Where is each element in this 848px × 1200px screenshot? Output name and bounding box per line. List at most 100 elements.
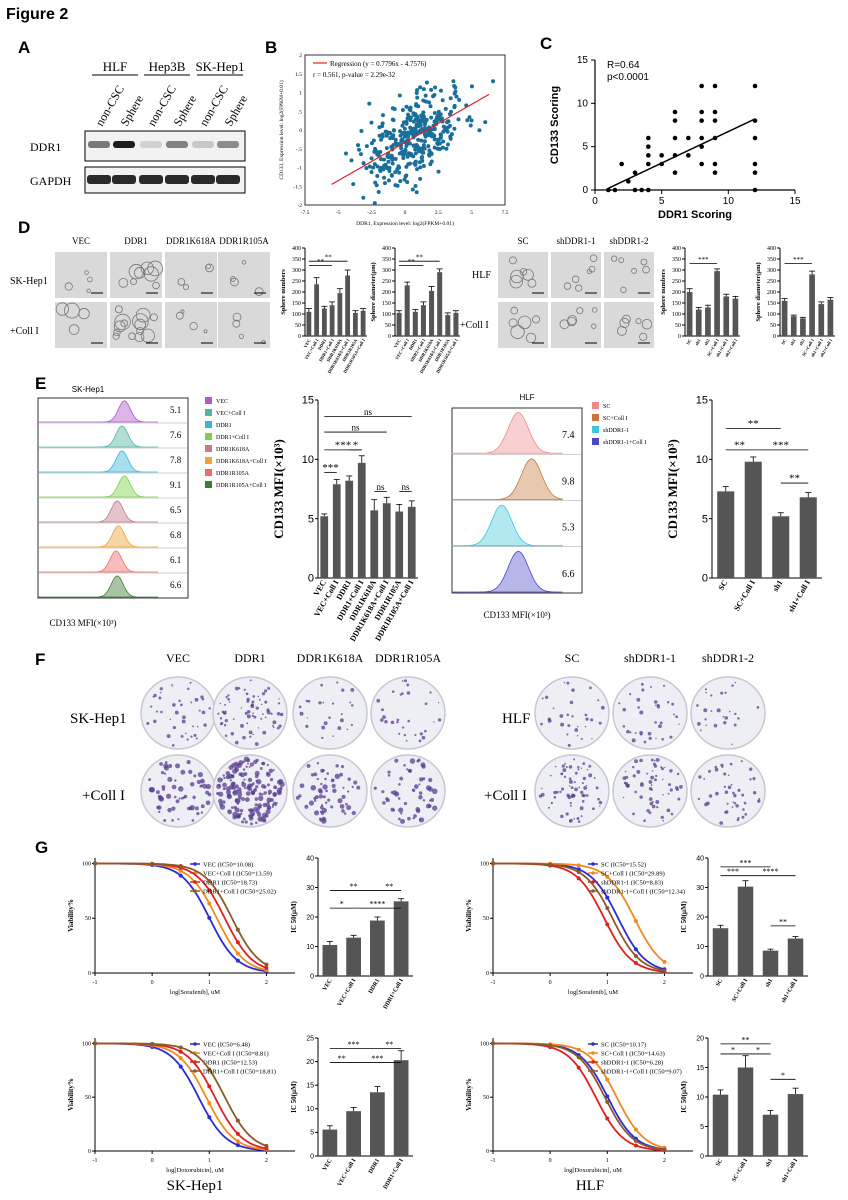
legend-marker [591,1060,595,1064]
y-tick-label: 15 [306,1083,314,1090]
y-tick-label: 350 [767,257,776,263]
category-label: VEC+Coll I [337,977,358,1007]
colony [256,806,261,811]
y-axis-label: IC 50(μM) [680,900,688,932]
colony [225,710,227,712]
ddr1-blot-box [84,130,246,162]
colony [571,688,575,692]
colony [409,758,416,764]
colony [580,737,583,741]
gapdh-band [191,175,215,184]
colony [397,817,401,821]
y-axis-label: Sphere numbers [660,269,667,315]
sphere [592,307,598,313]
colony [661,767,665,771]
figure-title: Figure 2 [6,6,69,23]
scatter-point [361,195,366,200]
x-tick-label: 15 [789,196,801,207]
y-tick-label: 100 [382,312,391,318]
scatter-point [396,164,401,169]
scatter-point [405,116,410,121]
scatter-point [467,115,472,120]
colony [327,798,331,802]
colony [662,794,664,796]
colony [639,795,643,799]
colony [573,781,576,784]
scatter-point [412,161,417,166]
scatter-point [752,187,758,193]
colony [253,715,257,719]
colony [741,793,745,797]
category-label: SC+Coll I [731,977,749,1003]
y-tick-label: 400 [382,246,391,252]
colony [733,723,737,727]
colony [238,760,244,766]
bar [787,938,804,976]
scatter-point [392,107,397,112]
significance-label: *** [322,462,339,474]
colony [538,794,543,798]
data-point [178,868,183,873]
colony [249,822,253,826]
significance-label: ** [416,254,424,262]
scatter-point [358,152,363,157]
scatter-point [427,148,432,153]
data-point [207,1101,212,1106]
y-axis-label: IC 50(μM) [680,1080,688,1112]
data-point [93,1041,97,1046]
scatter-point [400,150,405,155]
colony [241,782,247,788]
colony [419,818,422,821]
significance-label: * [340,900,344,909]
colony [669,788,673,792]
micrograph-tile [218,302,270,348]
histogram-title: HLF [519,393,534,402]
colony [251,714,254,717]
colony [339,772,344,777]
legend-marker [591,1042,595,1046]
mfi-value: 6.6 [170,580,182,590]
y-axis-label: Viability% [465,899,473,932]
colony [337,726,342,731]
colony [580,790,584,795]
sphere [134,332,145,343]
lane-label: Sphere [170,93,199,129]
scatter-point [393,157,398,162]
colony [232,718,235,720]
y-tick-label: 50 [295,323,301,329]
colony [585,784,588,787]
colony [264,700,268,704]
colony [598,800,603,805]
colony [180,703,183,707]
colony [568,785,571,787]
colony [252,733,254,736]
scatter-point [382,181,387,186]
sphere [591,323,597,329]
colony [191,819,195,822]
column-label: DDR1K618A [297,651,364,665]
sphere [232,312,242,322]
legend-text: shDDR1-1 (IC50=8.83) [601,880,663,887]
colony [676,772,680,776]
colony [588,773,593,778]
colony [634,732,637,735]
scatter-point [427,100,432,105]
colony [249,810,256,817]
colony [254,742,259,746]
bar [404,285,410,336]
colony [544,695,549,699]
significance-label: ** [742,1035,750,1044]
sphere [230,277,239,287]
colony [632,812,635,816]
category-label: VEC+Coll I [337,1157,358,1187]
colony [595,786,599,790]
scatter-point [432,111,437,116]
colony [152,695,155,698]
sphere [563,282,572,290]
colony [384,720,388,724]
sphere [527,278,537,288]
y-tick-label: 350 [382,257,391,263]
colony [418,817,425,823]
scatter-point [397,151,402,156]
colony [569,804,572,807]
